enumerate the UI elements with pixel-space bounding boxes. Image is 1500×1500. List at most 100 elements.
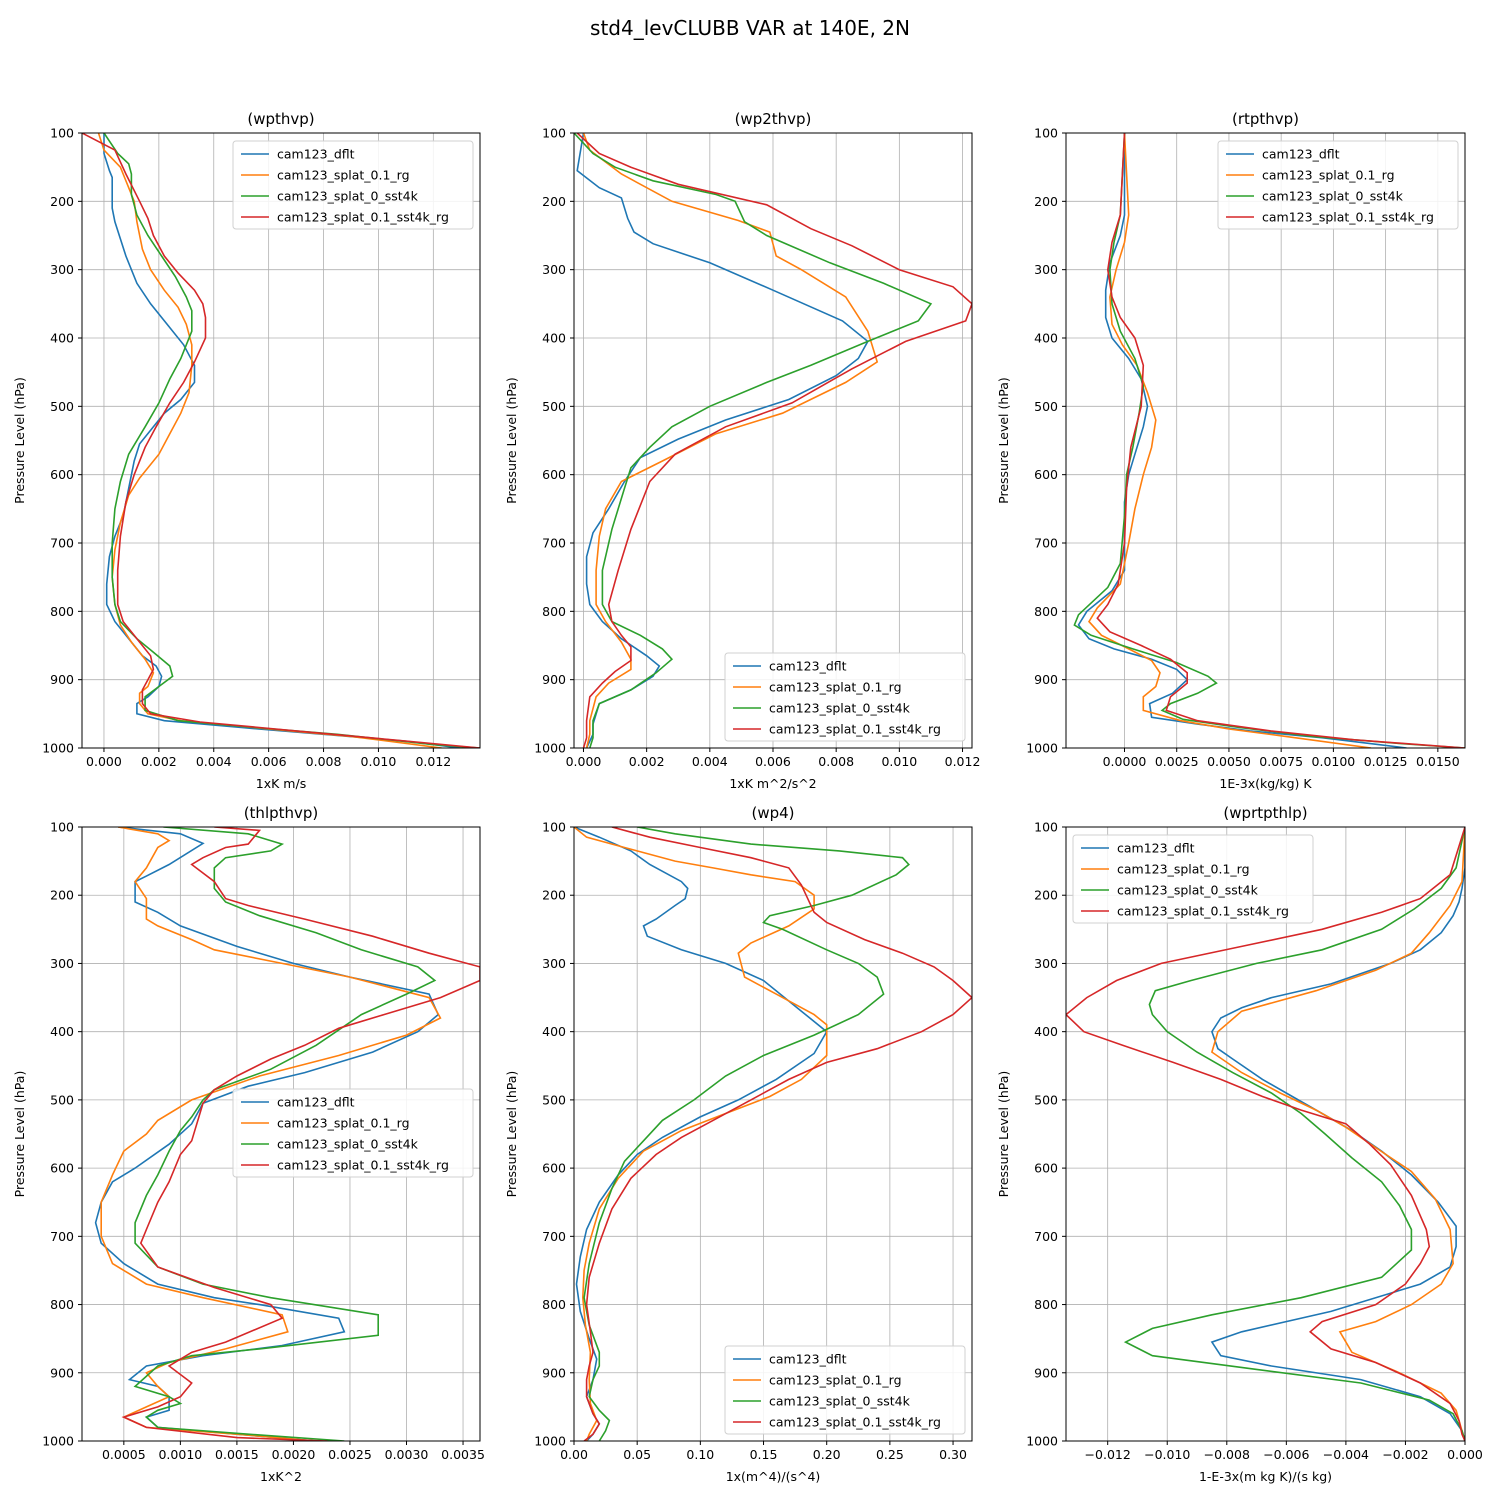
y-tick-label: 300	[542, 956, 566, 971]
y-tick-label: 900	[50, 672, 74, 687]
x-tick-label: −0.002	[1382, 1447, 1428, 1462]
chart-panel-2: 0.000 0.002 0.004 0.006 0.008 0.010 0.012 100 20…	[504, 110, 980, 791]
legend-label: cam123_splat_0.1_rg	[769, 680, 902, 695]
y-tick-label: 900	[542, 1365, 566, 1380]
y-tick-label: 400	[542, 331, 566, 346]
x-tick-label: 0.002	[629, 754, 665, 769]
x-axis-label: 1xK m^2/s^2	[729, 776, 816, 791]
x-tick-label: 0.0150	[1416, 754, 1460, 769]
legend: cam123_dflt cam123_splat_0.1_rg cam123_spl…	[1072, 834, 1314, 924]
chart-panel-5: 0.00 0.05 0.10 0.15 0.20 0.25 0.30 100 200 300 400…	[504, 804, 973, 1484]
x-axis-label: 1xK m/s	[256, 776, 306, 791]
x-tick-label: 0.0025	[1155, 754, 1199, 769]
chart-panel-3: 0.0000 0.0025 0.0050 0.0075 0.0100 0.0125 0.01…	[996, 110, 1466, 791]
legend: cam123_dflt cam123_splat_0.1_rg cam123_spl…	[232, 1088, 474, 1178]
y-tick-label: 600	[1034, 467, 1058, 482]
series-line-cam123_splat_0_sst4k	[1123, 827, 1465, 1441]
x-tick-label: −0.010	[1144, 1447, 1190, 1462]
x-tick-label: 0.15	[750, 1447, 778, 1462]
axes-frame	[1065, 132, 1466, 749]
y-axis-label: Pressure Level (hPa)	[12, 1071, 27, 1198]
x-tick-label: 0.012	[945, 754, 981, 769]
y-tick-label: 600	[50, 1161, 74, 1176]
y-tick-label: 200	[542, 888, 566, 903]
x-tick-label: 0.0020	[272, 1447, 316, 1462]
legend-label: cam123_splat_0.1_sst4k_rg	[1262, 210, 1434, 225]
x-tick-label: 0.0015	[215, 1447, 259, 1462]
y-tick-label: 500	[1034, 399, 1058, 414]
legend-label: cam123_dflt	[769, 659, 847, 674]
series-line-cam123_splat_0_sst4k	[133, 827, 437, 1441]
y-tick-label: 400	[1034, 331, 1058, 346]
y-tick-label: 200	[50, 194, 74, 209]
legend-label: cam123_splat_0.1_rg	[769, 1373, 902, 1388]
x-tick-label: 0.25	[876, 1447, 904, 1462]
chart-title: (wp2thvp)	[735, 110, 812, 128]
axes-frame	[1065, 826, 1466, 1442]
x-tick-label: 0.008	[306, 754, 342, 769]
y-tick-label: 400	[50, 331, 74, 346]
axes-frame	[81, 132, 481, 749]
y-tick-label: 100	[1034, 820, 1058, 835]
y-tick-label: 1000	[42, 741, 74, 756]
y-axis-label: Pressure Level (hPa)	[996, 1071, 1011, 1198]
legend: cam123_dflt cam123_splat_0.1_rg cam123_spl…	[724, 652, 966, 742]
x-tick-label: 0.0005	[102, 1447, 146, 1462]
y-tick-label: 100	[1034, 126, 1058, 141]
y-tick-label: 500	[1034, 1092, 1058, 1107]
x-tick-label: 0.004	[196, 754, 232, 769]
x-tick-label: 0.004	[692, 754, 728, 769]
legend-label: cam123_splat_0.1_rg	[1262, 168, 1395, 183]
legend-label: cam123_splat_0.1_sst4k_rg	[277, 210, 449, 225]
y-tick-label: 800	[50, 1297, 74, 1312]
y-tick-label: 900	[50, 1365, 74, 1380]
legend-label: cam123_splat_0.1_sst4k_rg	[769, 1415, 941, 1430]
series-line-cam123_dflt	[574, 827, 828, 1441]
y-tick-label: 700	[1034, 536, 1058, 551]
series-line-cam123_splat_0.1_rg	[582, 133, 879, 748]
y-tick-label: 1000	[534, 1434, 566, 1449]
legend-label: cam123_splat_0_sst4k	[277, 1137, 419, 1152]
chart-title: (wprtpthlp)	[1223, 804, 1307, 822]
y-tick-label: 200	[1034, 194, 1058, 209]
axes-frame	[81, 826, 481, 1442]
series-line-cam123_splat_0.1_sst4k_rg	[121, 827, 480, 1441]
y-axis-label: Pressure Level (hPa)	[504, 1071, 519, 1198]
x-tick-label: 0.006	[755, 754, 791, 769]
x-axis-label: 1E-3x(kg/kg) K	[1219, 776, 1312, 791]
x-tick-label: 0.0125	[1364, 754, 1408, 769]
series-line-cam123_splat_0_sst4k	[574, 133, 933, 748]
y-tick-label: 400	[50, 1024, 74, 1039]
y-tick-label: 300	[50, 262, 74, 277]
figure-title: std4_levCLUBB VAR at 140E, 2N	[590, 16, 910, 40]
series-line-cam123_splat_0.1_rg	[100, 827, 442, 1441]
series-line-cam123_splat_0.1_sst4k_rg	[1096, 133, 1465, 748]
y-tick-label: 100	[50, 820, 74, 835]
chart-panel-4: 0.0005 0.0010 0.0015 0.0020 0.0025 0.0030 0.00…	[12, 804, 485, 1484]
legend-box	[1217, 140, 1459, 230]
y-tick-label: 300	[1034, 956, 1058, 971]
x-tick-label: 0.008	[818, 754, 854, 769]
y-tick-label: 600	[50, 467, 74, 482]
x-tick-label: 0.0010	[158, 1447, 202, 1462]
x-tick-label: 0.0030	[385, 1447, 429, 1462]
legend-label: cam123_splat_0.1_rg	[277, 1116, 410, 1131]
chart-title: (wpthvp)	[247, 110, 314, 128]
x-tick-label: 0.0000	[1103, 754, 1147, 769]
y-tick-label: 700	[50, 1229, 74, 1244]
y-tick-label: 300	[1034, 262, 1058, 277]
y-tick-label: 800	[542, 1297, 566, 1312]
x-tick-label: 0.05	[623, 1447, 651, 1462]
x-tick-label: 0.10	[686, 1447, 714, 1462]
legend-box	[724, 1345, 966, 1435]
y-tick-label: 100	[50, 126, 74, 141]
series-line-cam123_splat_0_sst4k	[1073, 133, 1465, 748]
series-line-cam123_dflt	[1077, 133, 1407, 748]
y-tick-label: 100	[542, 820, 566, 835]
x-tick-label: 0.20	[813, 1447, 841, 1462]
series-line-cam123_splat_0.1_sst4k_rg	[576, 133, 972, 748]
series-line-cam123_dflt	[94, 827, 440, 1441]
x-tick-label: 0.010	[881, 754, 917, 769]
x-tick-label: 0.002	[141, 754, 177, 769]
y-tick-label: 800	[542, 604, 566, 619]
